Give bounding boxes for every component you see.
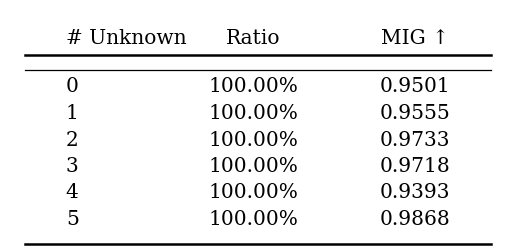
Text: 100.00%: 100.00% [208,78,297,97]
Text: 100.00%: 100.00% [208,183,297,203]
Text: 0.9718: 0.9718 [379,157,449,176]
Text: 2: 2 [66,131,78,149]
Text: 0.9501: 0.9501 [379,78,449,97]
Text: 4: 4 [66,183,78,203]
Text: Ratio: Ratio [225,29,280,48]
Text: MIG ↑: MIG ↑ [380,29,448,48]
Text: 3: 3 [66,157,78,176]
Text: 0.9868: 0.9868 [379,210,449,229]
Text: 100.00%: 100.00% [208,131,297,149]
Text: 0.9733: 0.9733 [379,131,449,149]
Text: 100.00%: 100.00% [208,104,297,123]
Text: 5: 5 [66,210,78,229]
Text: 0.9393: 0.9393 [379,183,449,203]
Text: 100.00%: 100.00% [208,210,297,229]
Text: # Unknown: # Unknown [66,29,186,48]
Text: 0.9555: 0.9555 [379,104,449,123]
Text: 0: 0 [66,78,78,97]
Text: 1: 1 [66,104,78,123]
Text: 100.00%: 100.00% [208,157,297,176]
